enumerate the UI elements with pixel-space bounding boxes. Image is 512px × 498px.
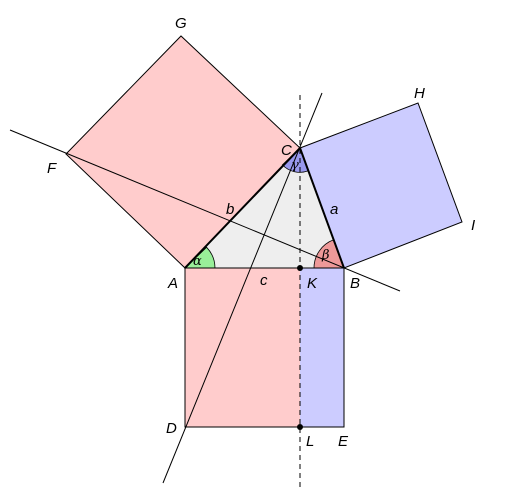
label-l: L bbox=[306, 433, 314, 450]
point-l-dot bbox=[297, 424, 303, 430]
label-k: K bbox=[307, 275, 318, 292]
rectangle-klbe bbox=[300, 268, 344, 427]
line-fb bbox=[9, 129, 401, 292]
label-gamma: γ bbox=[291, 158, 299, 173]
point-k-dot bbox=[297, 265, 303, 271]
label-side-a: a bbox=[330, 201, 338, 218]
label-beta: β bbox=[321, 248, 330, 263]
label-side-b: b bbox=[226, 201, 234, 218]
label-b-point: B bbox=[350, 275, 360, 292]
line-dc bbox=[162, 92, 323, 484]
label-d: D bbox=[166, 420, 177, 437]
label-h: H bbox=[414, 85, 425, 102]
side-b-line bbox=[184, 147, 301, 269]
label-i: I bbox=[471, 217, 475, 234]
label-alpha: α bbox=[193, 254, 202, 269]
label-f: F bbox=[47, 160, 57, 177]
label-side-c: c bbox=[260, 272, 268, 289]
label-g: G bbox=[175, 15, 187, 32]
triangle-abc bbox=[185, 148, 344, 268]
label-a-point: A bbox=[167, 275, 178, 292]
label-c: C bbox=[281, 142, 292, 159]
label-e: E bbox=[338, 433, 349, 450]
rectangle-adlk bbox=[185, 268, 300, 427]
side-a-line bbox=[299, 147, 345, 269]
